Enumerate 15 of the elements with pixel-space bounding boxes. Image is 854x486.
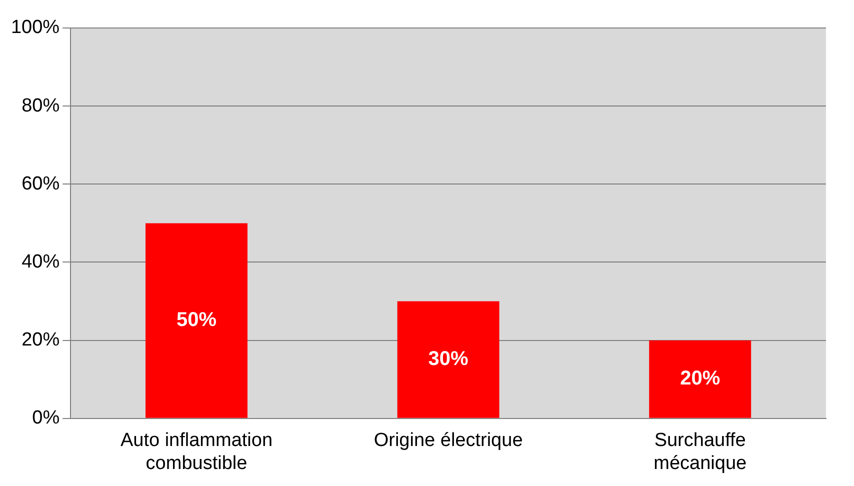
bar [649,340,752,418]
data-label: 50% [176,309,217,332]
y-tick-label: 100% [10,17,60,38]
x-tick-label: Auto inflammation combustible [120,430,273,474]
y-tick-label: 80% [22,95,60,116]
y-tick-label: 40% [22,251,60,272]
y-tick-label: 60% [22,173,60,194]
y-tick-label: 0% [32,408,60,429]
data-label: 20% [680,368,720,390]
x-tick-label: Origine électrique [374,430,523,452]
x-tick-label: Surchauffe mécanique [654,430,747,474]
bar [397,301,500,418]
bar [146,223,248,418]
data-label: 30% [428,348,469,370]
y-tick-label: 20% [22,330,60,351]
